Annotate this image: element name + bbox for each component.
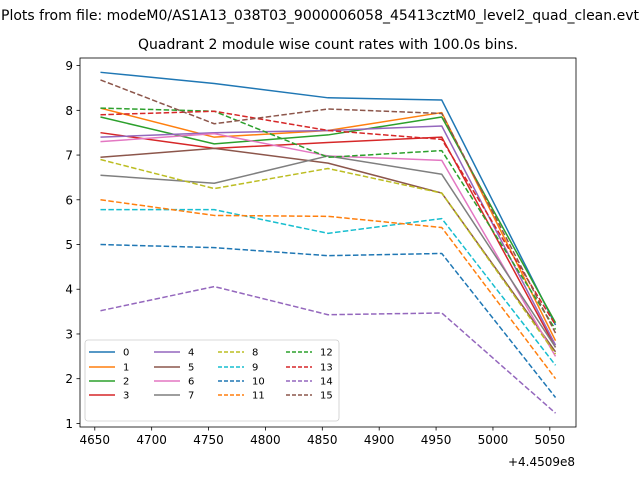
y-tick-label: 6 <box>65 193 73 207</box>
series-line-7 <box>100 155 557 348</box>
series-line-11 <box>100 199 557 380</box>
y-tick-label: 2 <box>65 372 73 386</box>
series-line-14 <box>100 285 557 414</box>
y-tick-label: 3 <box>65 327 73 341</box>
series-line-0 <box>100 71 557 326</box>
legend-label-4: 4 <box>188 348 194 359</box>
legend-label-10: 10 <box>252 377 265 388</box>
x-tick-label: 4700 <box>136 433 167 447</box>
legend-label-9: 9 <box>252 363 258 374</box>
y-tick-label: 8 <box>65 104 73 118</box>
legend-label-5: 5 <box>188 363 194 374</box>
series-line-8 <box>100 158 557 355</box>
x-tick-label: 4800 <box>250 433 281 447</box>
x-tick-label: 4750 <box>193 433 224 447</box>
y-tick-label: 5 <box>65 238 73 252</box>
x-tick-label: 4650 <box>80 433 111 447</box>
legend-label-14: 14 <box>320 377 333 388</box>
legend-label-6: 6 <box>188 377 194 388</box>
legend-label-7: 7 <box>188 391 194 402</box>
y-tick-label: 4 <box>65 283 73 297</box>
x-axis-offset-label: +4.4509e8 <box>508 455 575 469</box>
x-tick-label: 5000 <box>478 433 509 447</box>
legend-label-13: 13 <box>320 363 333 374</box>
legend-label-11: 11 <box>252 391 265 402</box>
chart-title: Quadrant 2 module wise count rates with … <box>138 37 518 53</box>
legend-label-3: 3 <box>123 391 129 402</box>
series-line-10 <box>100 243 557 398</box>
axes-frame <box>79 57 577 428</box>
series-line-12 <box>100 107 557 330</box>
y-tick-label: 1 <box>65 417 73 431</box>
legend-label-2: 2 <box>123 377 129 388</box>
y-tick-label: 9 <box>65 59 73 73</box>
series-line-3 <box>100 131 557 348</box>
x-tick-label: 4850 <box>307 433 338 447</box>
series-line-15 <box>100 79 557 334</box>
x-tick-label: 5050 <box>535 433 566 447</box>
legend-frame <box>84 339 340 422</box>
figure-suptitle: Plots from file: modeM0/AS1A13_038T03_90… <box>1 8 639 24</box>
plot-area: 4650 4700 4750 4800 4850 4900 4950 5000 50501234… <box>65 57 577 447</box>
legend-label-8: 8 <box>252 348 258 359</box>
legend-label-12: 12 <box>320 348 333 359</box>
legend-label-0: 0 <box>123 348 129 359</box>
series-line-13 <box>100 110 557 326</box>
y-tick-label: 7 <box>65 149 73 163</box>
x-tick-label: 4900 <box>364 433 395 447</box>
legend-label-15: 15 <box>320 391 333 402</box>
x-tick-label: 4950 <box>421 433 452 447</box>
legend-label-1: 1 <box>123 363 129 374</box>
